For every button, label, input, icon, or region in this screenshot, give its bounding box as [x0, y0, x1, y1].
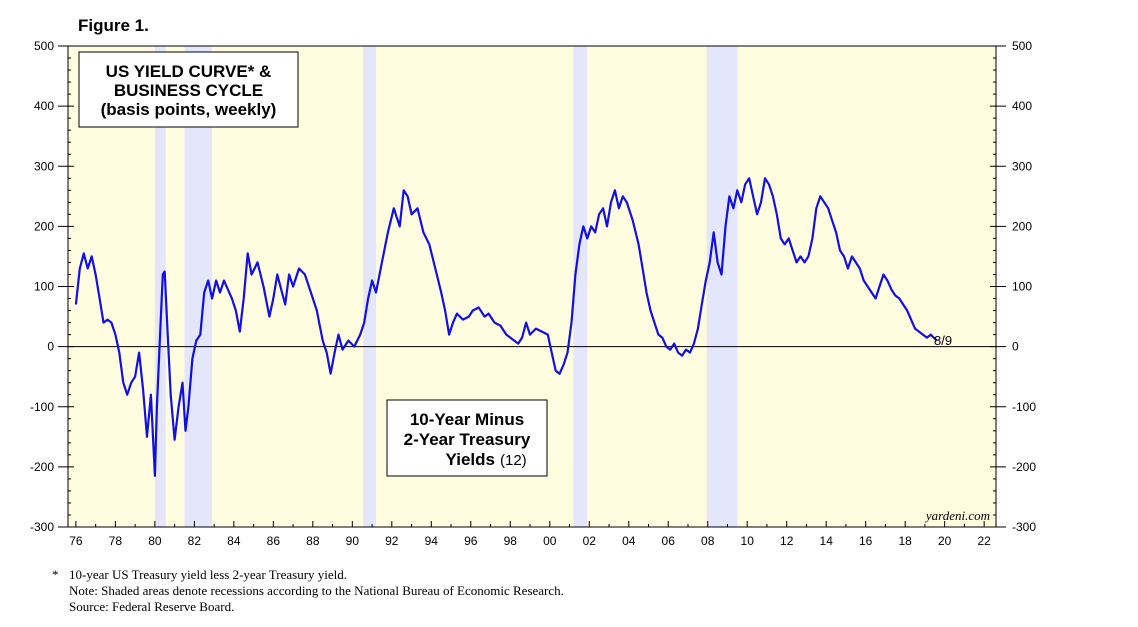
series-label-line: 10-Year Minus	[410, 410, 524, 429]
series-label-suffix: (12)	[500, 452, 527, 469]
chart-title-line: (basis points, weekly)	[101, 100, 277, 119]
y-tick-label-right: 0	[1012, 340, 1019, 354]
footnote-definition: 10-year US Treasury yield less 2-year Tr…	[69, 567, 348, 582]
figure-label: Figure 1.	[78, 16, 149, 35]
y-tick-label-left: 100	[34, 280, 54, 294]
x-tick-label: 86	[267, 534, 281, 548]
x-tick-label: 76	[69, 534, 83, 548]
plot-frame	[67, 45, 997, 528]
x-tick-label: 90	[346, 534, 360, 548]
footnote-source: Source: Federal Reserve Board.	[69, 599, 235, 614]
x-tick-label: 94	[425, 534, 439, 548]
y-tick-label-right: 500	[1012, 39, 1032, 53]
x-tick-label: 12	[780, 534, 794, 548]
y-tick-label-left: -200	[30, 460, 54, 474]
x-tick-label: 06	[662, 534, 676, 548]
y-tick-label-left: 300	[34, 159, 54, 173]
footnotes: * 10-year US Treasury yield less 2-year …	[52, 567, 564, 615]
x-tick-label: 10	[741, 534, 755, 548]
chart-title-line: BUSINESS CYCLE	[114, 81, 263, 100]
series-label-line: Yields	[446, 450, 495, 469]
y-tick-label-right: 200	[1012, 219, 1032, 233]
x-tick-label: 08	[701, 534, 715, 548]
y-tick-label-right: 300	[1012, 159, 1032, 173]
recession-band	[573, 46, 588, 527]
x-tick-label: 16	[859, 534, 873, 548]
y-tick-label-left: 0	[47, 340, 54, 354]
recession-band	[154, 46, 166, 527]
last-point-label: 8/9	[934, 333, 952, 348]
y-tick-label-left: 500	[34, 39, 54, 53]
series-label-box	[386, 399, 548, 477]
y-tick-label-right: -200	[1012, 460, 1036, 474]
x-tick-label: 22	[977, 534, 991, 548]
x-tick-label: 00	[543, 534, 557, 548]
title-box	[78, 51, 299, 128]
x-tick-label: 18	[898, 534, 912, 548]
footnote-note: Note: Shaded areas denote recessions acc…	[69, 583, 564, 598]
y-tick-label-right: -300	[1012, 520, 1036, 534]
x-tick-label: 78	[109, 534, 123, 548]
y-tick-label-right: 400	[1012, 99, 1032, 113]
recession-band	[706, 46, 738, 527]
x-tick-label: 14	[820, 534, 834, 548]
x-tick-label: 02	[583, 534, 597, 548]
x-tick-label: 82	[188, 534, 202, 548]
x-tick-label: 04	[622, 534, 636, 548]
recession-band	[363, 46, 377, 527]
y-tick-label-left: -300	[30, 520, 54, 534]
chart-title-line: US YIELD CURVE* &	[106, 62, 272, 81]
x-tick-label: 96	[464, 534, 478, 548]
y-tick-label-left: 400	[34, 99, 54, 113]
y-tick-label-left: -100	[30, 400, 54, 414]
x-tick-label: 92	[385, 534, 399, 548]
series-label-line: 2-Year Treasury	[404, 430, 531, 449]
footnote-marker: *	[52, 567, 59, 582]
x-tick-label: 20	[938, 534, 952, 548]
x-tick-label: 98	[504, 534, 518, 548]
y-tick-label-right: -100	[1012, 400, 1036, 414]
y-tick-label-left: 200	[34, 219, 54, 233]
x-tick-label: 80	[148, 534, 162, 548]
x-tick-label: 84	[227, 534, 241, 548]
yield-spread-line	[74, 177, 938, 477]
y-tick-label-right: 100	[1012, 280, 1032, 294]
x-tick-label: 88	[306, 534, 320, 548]
yardeni-watermark: yardeni.com	[924, 508, 990, 523]
